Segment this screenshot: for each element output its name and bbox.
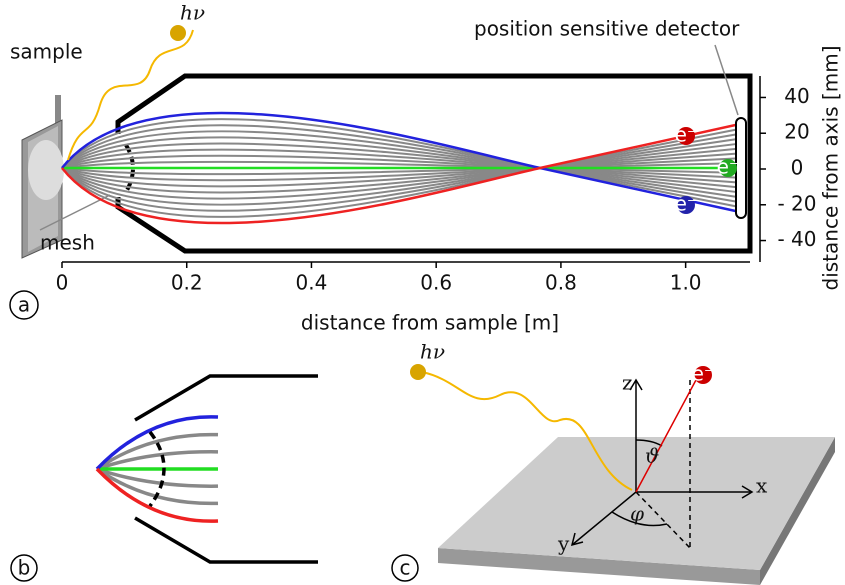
x-tick-label: 0.4 [296,271,328,295]
angle-label: ϑ [645,444,659,468]
detector-pointer [715,45,738,115]
axis-label: z [622,371,633,395]
electron-label: e⁻ [675,123,698,147]
photon-c [410,364,426,380]
x-axis-label: distance from sample [m] [301,311,559,335]
y-tick-label: - 20 [777,191,816,215]
y-axis-label: distance from axis [mm] [819,46,843,291]
detector-label: position sensitive detector [474,17,740,41]
photon [170,25,186,41]
y-tick-label: - 40 [777,227,816,251]
y-tick-label: 40 [784,84,809,108]
electrode-b [135,518,318,562]
x-tick-label: 0 [56,271,69,295]
panel-label: b [18,556,31,580]
electrode-b [135,376,318,420]
panel-label: c [400,556,411,580]
electron-label: e⁻ [692,362,715,386]
electron-label: e⁻ [717,155,740,179]
axis-label: y [557,532,570,556]
electrode [118,76,750,251]
trajectories [62,113,740,223]
angle-label: φ [630,502,644,526]
photon-path [68,30,193,160]
trajectories-b [97,417,218,521]
x-tick-label: 1.0 [670,271,702,295]
x-tick-label: 0.8 [545,271,577,295]
x-tick-label: 0.2 [171,271,203,295]
photon-label-c: hν [420,340,445,364]
mesh-label: mesh [40,231,95,255]
y-tick-label: 20 [784,120,809,144]
figure: hν sample position sensitive detector me… [0,0,845,585]
x-tick-label: 0.6 [420,271,452,295]
photon-label: hν [180,1,205,25]
electron-label: e⁻ [675,192,698,216]
y-tick-label: 0 [791,156,804,180]
sample-label: sample [10,40,83,64]
panel-label: a [18,293,30,317]
axis-label: x [756,474,768,498]
